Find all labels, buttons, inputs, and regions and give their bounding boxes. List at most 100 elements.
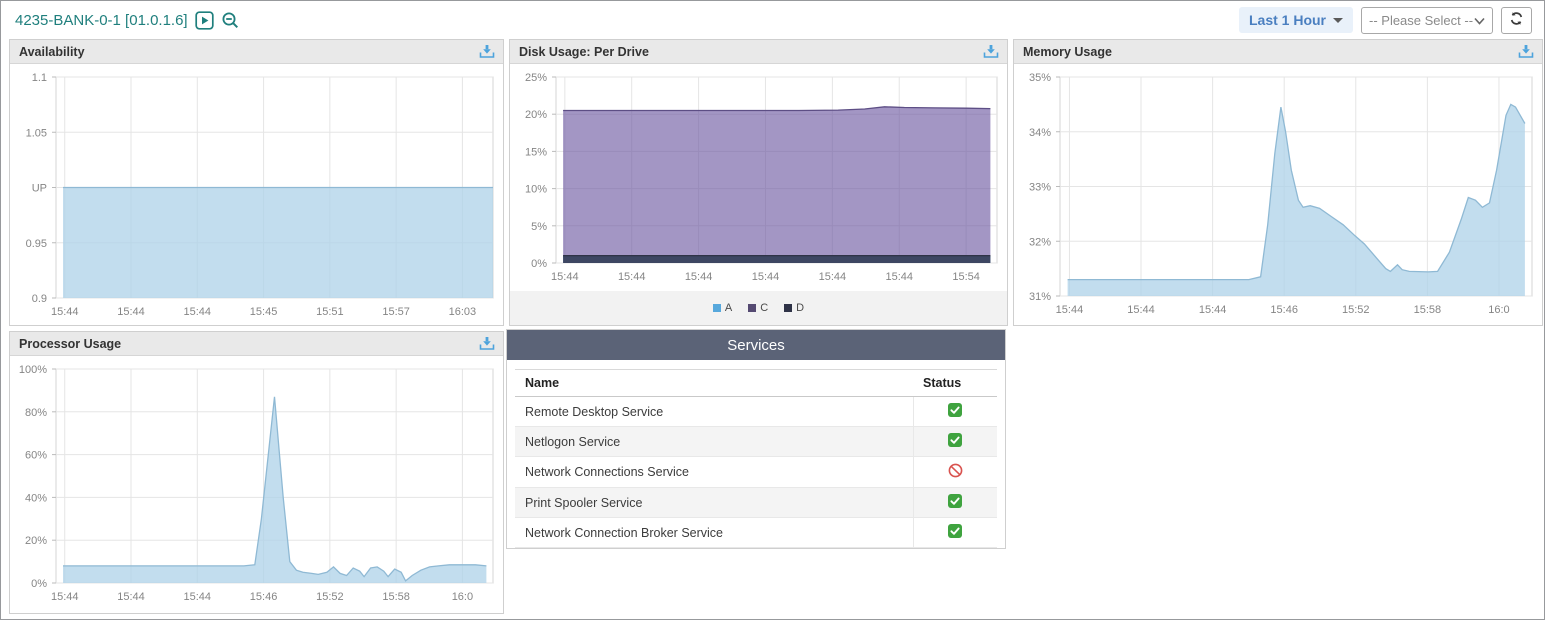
panel-availability: Availability 1.1 1.05 UP 0.95 0.9 15:44 15:44 1… bbox=[9, 39, 504, 326]
refresh-icon bbox=[1509, 11, 1524, 29]
svg-text:15:44: 15:44 bbox=[1199, 304, 1227, 316]
time-range-button[interactable]: Last 1 Hour bbox=[1238, 7, 1353, 33]
svg-text:15:44: 15:44 bbox=[618, 271, 646, 283]
svg-text:5%: 5% bbox=[531, 221, 547, 233]
svg-text:25%: 25% bbox=[525, 72, 547, 84]
service-status bbox=[912, 426, 997, 457]
svg-text:80%: 80% bbox=[25, 407, 47, 419]
svg-text:15:44: 15:44 bbox=[51, 306, 79, 318]
services-title: Services bbox=[507, 330, 1005, 360]
legend-label: D bbox=[796, 302, 805, 314]
svg-text:15:52: 15:52 bbox=[1342, 304, 1370, 316]
svg-text:15:57: 15:57 bbox=[382, 306, 410, 318]
processor-usage-chart: 100% 80% 60% 40% 20% 0% 15:44 15:44 15:44 15:46 15… bbox=[10, 356, 503, 613]
download-icon[interactable] bbox=[983, 44, 999, 59]
disk-usage-chart: 25% 20% 15% 10% 5% 0% 15:44 15:44 15:44 15:44 15:4… bbox=[510, 64, 1007, 291]
svg-text:16:0: 16:0 bbox=[452, 591, 473, 603]
device-select[interactable]: -- Please Select -- bbox=[1361, 6, 1493, 34]
services-table-body: Remote Desktop Service Netlogon Service Ne… bbox=[515, 396, 997, 548]
svg-text:15:44: 15:44 bbox=[551, 271, 579, 283]
status-running-icon bbox=[948, 433, 963, 450]
status-running-icon bbox=[948, 524, 963, 541]
svg-text:0%: 0% bbox=[531, 258, 547, 270]
topbar: 4235-BANK-0-1 [01.0.1.6] Last 1 Hour -- … bbox=[1, 1, 1544, 39]
svg-text:15%: 15% bbox=[525, 146, 547, 158]
status-running-icon bbox=[948, 494, 963, 511]
svg-text:60%: 60% bbox=[25, 450, 47, 462]
svg-text:0.95: 0.95 bbox=[26, 238, 47, 250]
service-name: Network Connections Service bbox=[515, 456, 913, 488]
svg-text:33%: 33% bbox=[1029, 182, 1051, 194]
svg-text:15:51: 15:51 bbox=[316, 306, 344, 318]
legend-swatch-icon bbox=[748, 304, 757, 312]
legend-swatch-icon bbox=[712, 304, 721, 312]
svg-text:15:45: 15:45 bbox=[250, 306, 278, 318]
svg-text:16:0: 16:0 bbox=[1488, 304, 1509, 316]
download-icon[interactable] bbox=[1518, 44, 1534, 59]
legend-label: C bbox=[760, 302, 769, 314]
panel-services: Services Name Status Remote Desktop Serv… bbox=[506, 329, 1006, 549]
svg-text:15:44: 15:44 bbox=[117, 591, 145, 603]
svg-text:100%: 100% bbox=[19, 364, 47, 376]
svg-text:15:44: 15:44 bbox=[51, 591, 79, 603]
svg-text:40%: 40% bbox=[25, 492, 47, 504]
service-status bbox=[912, 487, 997, 518]
play-icon[interactable] bbox=[194, 10, 214, 30]
legend-swatch-icon bbox=[784, 304, 793, 312]
service-status bbox=[912, 396, 997, 427]
device-title: 4235-BANK-0-1 [01.0.1.6] bbox=[15, 11, 188, 29]
memory-usage-chart: 35% 34% 33% 32% 31% 15:44 15:44 15:44 15:46 15:52… bbox=[1014, 64, 1542, 325]
panel-title: Memory Usage bbox=[1023, 44, 1112, 59]
time-range-label: Last 1 Hour bbox=[1248, 12, 1326, 28]
service-name: Netlogon Service bbox=[515, 426, 913, 457]
refresh-button[interactable] bbox=[1501, 6, 1532, 34]
svg-text:15:44: 15:44 bbox=[117, 306, 145, 318]
svg-text:15:44: 15:44 bbox=[885, 271, 913, 283]
service-status bbox=[912, 456, 997, 488]
service-name: Network Connection Broker Service bbox=[515, 517, 913, 548]
svg-text:15:44: 15:44 bbox=[184, 591, 212, 603]
legend-label: A bbox=[724, 302, 733, 314]
svg-text:15:46: 15:46 bbox=[250, 591, 278, 603]
availability-chart: 1.1 1.05 UP 0.95 0.9 15:44 15:44 15:44 15:45 15:5… bbox=[10, 64, 503, 325]
svg-text:15:58: 15:58 bbox=[1414, 304, 1442, 316]
svg-text:15:44: 15:44 bbox=[1056, 304, 1084, 316]
svg-text:1.1: 1.1 bbox=[32, 72, 47, 84]
svg-text:15:54: 15:54 bbox=[952, 271, 980, 283]
svg-text:15:46: 15:46 bbox=[1270, 304, 1298, 316]
svg-text:15:44: 15:44 bbox=[819, 271, 847, 283]
table-row: Remote Desktop Service bbox=[515, 396, 997, 427]
service-name: Remote Desktop Service bbox=[515, 396, 913, 427]
svg-text:32%: 32% bbox=[1029, 236, 1051, 248]
svg-text:20%: 20% bbox=[25, 535, 47, 547]
svg-text:34%: 34% bbox=[1029, 127, 1051, 139]
svg-text:15:44: 15:44 bbox=[184, 306, 212, 318]
panel-title: Disk Usage: Per Drive bbox=[519, 44, 649, 59]
download-icon[interactable] bbox=[479, 44, 495, 59]
svg-text:0%: 0% bbox=[31, 578, 47, 590]
svg-text:15:44: 15:44 bbox=[1127, 304, 1155, 316]
svg-text:35%: 35% bbox=[1029, 72, 1051, 84]
chevron-down-icon bbox=[1474, 13, 1485, 28]
caret-down-icon bbox=[1333, 17, 1343, 23]
zoom-out-icon[interactable] bbox=[221, 11, 240, 30]
table-row: Network Connections Service bbox=[515, 456, 997, 488]
svg-text:UP: UP bbox=[32, 183, 47, 195]
legend-item: D bbox=[784, 302, 804, 314]
download-icon[interactable] bbox=[479, 336, 495, 351]
panel-processor-usage: Processor Usage 100% 80% 60% 40% 20% 0% 15:44 1… bbox=[9, 331, 504, 614]
svg-text:15:44: 15:44 bbox=[685, 271, 713, 283]
panel-title: Processor Usage bbox=[19, 336, 122, 351]
table-row: Netlogon Service bbox=[515, 426, 997, 457]
status-stopped-icon bbox=[948, 463, 963, 481]
svg-text:1.05: 1.05 bbox=[26, 127, 47, 139]
service-status bbox=[912, 517, 997, 548]
svg-text:15:44: 15:44 bbox=[752, 271, 780, 283]
column-header-name: Name bbox=[515, 369, 913, 397]
status-running-icon bbox=[948, 403, 963, 420]
service-name: Print Spooler Service bbox=[515, 487, 913, 518]
column-header-status: Status bbox=[913, 369, 997, 397]
svg-text:31%: 31% bbox=[1029, 291, 1051, 303]
panel-memory-usage: Memory Usage 35% 34% 33% 32% 31% 15:44 15:44 15… bbox=[1013, 39, 1543, 326]
